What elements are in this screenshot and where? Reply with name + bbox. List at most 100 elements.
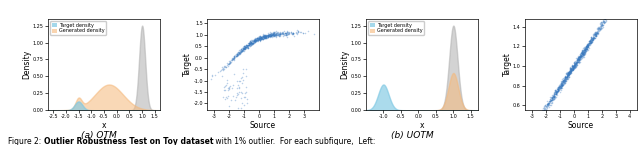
Point bbox=[572, 56, 582, 58]
Point bbox=[563, 74, 573, 76]
Point bbox=[589, 35, 600, 38]
Point bbox=[568, 66, 579, 68]
Point bbox=[540, 105, 550, 107]
Point bbox=[556, 83, 566, 85]
Point bbox=[252, 39, 262, 41]
Point bbox=[278, 34, 289, 36]
Point bbox=[565, 71, 575, 73]
Point bbox=[559, 80, 570, 83]
Point bbox=[578, 56, 588, 58]
Point bbox=[238, 48, 248, 50]
Point bbox=[571, 64, 581, 66]
Point bbox=[269, 33, 279, 35]
Point bbox=[238, 47, 248, 50]
Point bbox=[562, 77, 572, 80]
Point bbox=[567, 65, 577, 67]
Point bbox=[593, 29, 604, 31]
Point bbox=[556, 85, 566, 87]
Point bbox=[545, 100, 555, 103]
Point bbox=[545, 97, 556, 100]
Point bbox=[563, 71, 573, 74]
Point bbox=[248, 40, 258, 42]
Point bbox=[551, 90, 561, 92]
Point bbox=[258, 37, 268, 39]
Point bbox=[584, 44, 595, 46]
Point bbox=[241, 45, 252, 47]
Point bbox=[292, 31, 303, 33]
Point bbox=[232, 94, 243, 96]
Point bbox=[239, 47, 249, 49]
Point bbox=[237, 50, 247, 52]
Point bbox=[543, 102, 553, 104]
Point bbox=[282, 33, 292, 36]
Point bbox=[255, 38, 266, 41]
Point bbox=[544, 100, 554, 102]
Point bbox=[252, 40, 262, 42]
Point bbox=[586, 40, 596, 43]
Point bbox=[245, 43, 255, 45]
Point bbox=[592, 33, 602, 35]
Point bbox=[569, 61, 579, 64]
Point bbox=[573, 56, 583, 58]
Point bbox=[598, 20, 609, 22]
Point bbox=[271, 33, 282, 35]
Point bbox=[241, 44, 252, 46]
Point bbox=[220, 66, 230, 68]
Point bbox=[252, 38, 262, 41]
Point bbox=[555, 91, 565, 93]
Point bbox=[568, 66, 579, 68]
Point bbox=[564, 73, 574, 75]
Point bbox=[564, 73, 575, 76]
Point bbox=[253, 38, 263, 40]
Point bbox=[549, 96, 559, 98]
Point bbox=[542, 106, 552, 108]
Point bbox=[539, 106, 549, 108]
Point bbox=[575, 54, 586, 56]
Point bbox=[586, 40, 596, 43]
Point bbox=[244, 41, 255, 43]
Point bbox=[591, 33, 602, 35]
Point bbox=[250, 38, 260, 40]
Point bbox=[559, 79, 570, 82]
Point bbox=[544, 102, 554, 105]
Point bbox=[555, 87, 565, 89]
Point bbox=[263, 36, 273, 38]
Point bbox=[556, 81, 566, 84]
Point bbox=[264, 35, 274, 37]
Point bbox=[555, 85, 565, 87]
Point bbox=[557, 84, 567, 86]
Point bbox=[587, 37, 597, 39]
Point bbox=[249, 40, 259, 43]
Point bbox=[246, 42, 257, 44]
Point bbox=[564, 72, 575, 74]
Point bbox=[255, 36, 265, 38]
Point bbox=[588, 38, 598, 40]
Point bbox=[545, 100, 556, 102]
Point bbox=[573, 61, 583, 64]
Point bbox=[241, 47, 251, 49]
Point bbox=[244, 40, 255, 43]
Point bbox=[582, 45, 592, 47]
Point bbox=[573, 58, 583, 61]
Point bbox=[576, 57, 586, 59]
Point bbox=[545, 104, 555, 106]
Point bbox=[550, 91, 561, 93]
Point bbox=[586, 41, 596, 43]
Point bbox=[260, 36, 271, 38]
Point bbox=[577, 49, 588, 52]
Point bbox=[268, 33, 278, 35]
Point bbox=[269, 32, 279, 35]
Point bbox=[539, 105, 549, 108]
Point bbox=[223, 88, 234, 90]
Point bbox=[554, 87, 564, 89]
Point bbox=[548, 95, 559, 98]
Point bbox=[597, 22, 607, 25]
Point bbox=[562, 76, 572, 78]
Point bbox=[559, 81, 569, 83]
Point bbox=[232, 53, 243, 55]
Point bbox=[556, 85, 566, 87]
Point bbox=[560, 77, 570, 79]
Point bbox=[577, 54, 588, 57]
Point bbox=[240, 45, 250, 48]
Point bbox=[247, 42, 257, 45]
